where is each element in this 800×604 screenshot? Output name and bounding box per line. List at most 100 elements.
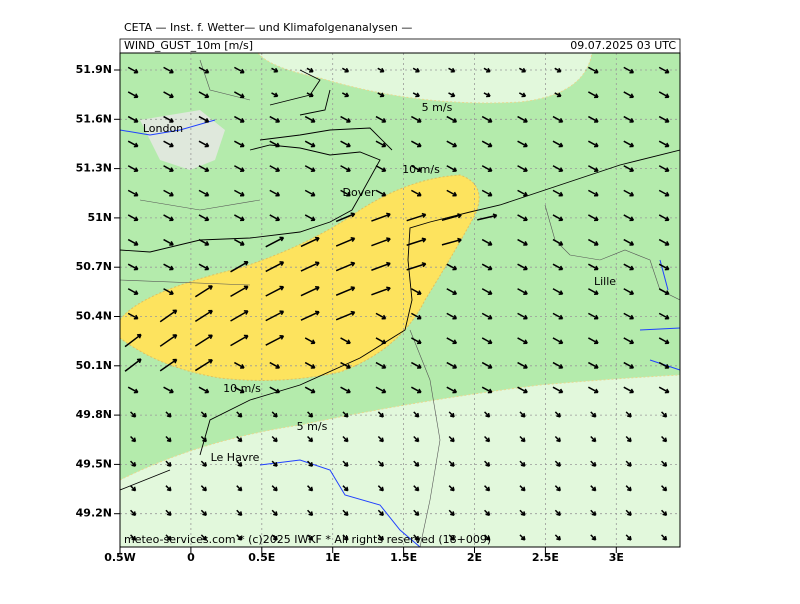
wind-arrow	[625, 485, 632, 492]
wind-arrow	[200, 509, 207, 517]
wind-arrow	[236, 534, 243, 541]
wind-arrow	[163, 140, 174, 148]
wind-arrow	[271, 92, 279, 98]
wind-arrow	[517, 238, 528, 246]
lon-label: 1E	[325, 551, 340, 564]
wind-arrow	[130, 460, 137, 467]
wind-arrow	[519, 485, 526, 492]
wind-arrow	[340, 140, 351, 148]
wind-arrow	[448, 485, 455, 492]
wind-arrow	[484, 509, 491, 517]
wind-arrow	[446, 386, 458, 394]
wind-arrow	[200, 534, 207, 541]
wind-arrow	[446, 140, 458, 148]
wind-arrow	[127, 288, 139, 295]
wind-arrow	[412, 67, 420, 73]
wind-arrow	[165, 485, 172, 492]
wind-arrow	[658, 312, 670, 320]
wind-arrow	[590, 435, 597, 443]
wind-arrow	[269, 140, 281, 148]
wind-arrow	[163, 386, 174, 394]
wind-arrow	[375, 337, 387, 345]
wind-arrow	[271, 411, 278, 418]
wind-arrow	[411, 288, 422, 295]
wind-arrow	[552, 214, 564, 222]
wind-arrow	[552, 165, 564, 172]
wind-arrow	[234, 238, 245, 246]
wind-arrow	[413, 485, 420, 492]
wind-arrow	[304, 337, 316, 345]
wind-arrow	[588, 288, 599, 295]
wind-arrow	[340, 115, 351, 123]
wind-arrow	[234, 91, 245, 99]
wind-arrow	[127, 66, 139, 74]
wind-arrow	[588, 165, 599, 172]
field-above-10	[120, 174, 480, 381]
wind-arrow	[375, 312, 387, 320]
wind-arrow	[554, 92, 562, 98]
wind-arrow	[375, 115, 387, 123]
wind-arrow	[588, 91, 599, 99]
wind-arrow	[623, 312, 635, 320]
wind-arrow	[377, 92, 385, 98]
wind-arrow	[377, 485, 384, 492]
wind-arrow	[200, 460, 207, 467]
wind-arrow	[623, 91, 635, 99]
wind-arrow	[658, 386, 670, 394]
wind-arrow	[377, 67, 385, 73]
wind-arrow	[165, 534, 172, 541]
wind-arrow	[335, 237, 356, 247]
wind-arrow	[484, 485, 491, 492]
lon-label: 2.5E	[532, 551, 559, 564]
contour-label: 10 m/s	[223, 382, 261, 395]
wind-arrow	[342, 411, 349, 418]
wind-arrow	[411, 337, 422, 345]
lat-label: 50.4N	[76, 310, 112, 323]
wind-arrow	[265, 285, 285, 297]
wind-arrow	[481, 386, 493, 394]
wind-arrow	[661, 460, 668, 467]
wind-arrow	[342, 460, 349, 467]
wind-arrow	[300, 261, 320, 272]
wind-arrow	[552, 288, 564, 295]
wind-arrow	[198, 238, 210, 246]
wind-arrow	[342, 534, 349, 541]
wind-arrow	[234, 66, 245, 74]
wind-arrow	[335, 261, 356, 272]
wind-arrow	[446, 263, 458, 271]
wind-arrow	[481, 361, 493, 369]
wind-arrow	[448, 435, 455, 443]
wind-arrow	[411, 189, 422, 197]
wind-arrow	[552, 386, 564, 394]
wind-arrow	[448, 509, 455, 517]
wind-arrow	[194, 359, 213, 372]
wind-arrow	[661, 509, 668, 517]
wind-arrow	[519, 411, 526, 418]
wind-arrow	[371, 237, 391, 247]
wind-arrow	[300, 285, 320, 297]
wind-arrow	[483, 92, 491, 98]
wind-arrow	[658, 214, 670, 222]
wind-arrow	[375, 189, 387, 197]
wind-arrow	[198, 140, 210, 148]
wind-arrow	[484, 435, 491, 443]
wind-arrow	[658, 66, 670, 74]
wind-arrow	[307, 485, 314, 492]
place-label: Lille	[594, 275, 616, 288]
wind-arrow	[265, 261, 285, 273]
wind-arrow	[304, 140, 316, 148]
wind-arrow	[517, 288, 528, 295]
wind-arrow	[661, 534, 668, 541]
lat-label: 49.2N	[76, 507, 112, 520]
wind-arrow	[127, 189, 139, 197]
wind-arrow	[198, 189, 210, 197]
wind-arrow	[623, 288, 635, 295]
wind-arrow	[230, 334, 249, 347]
wind-arrow	[484, 534, 491, 541]
wind-arrow	[588, 263, 599, 271]
wind-arrow	[625, 411, 632, 418]
wind-arrow	[307, 460, 314, 467]
wind-arrow	[588, 337, 599, 345]
institute: CETA — Inst. f. Wetter— und Klimafolgena…	[124, 21, 412, 34]
